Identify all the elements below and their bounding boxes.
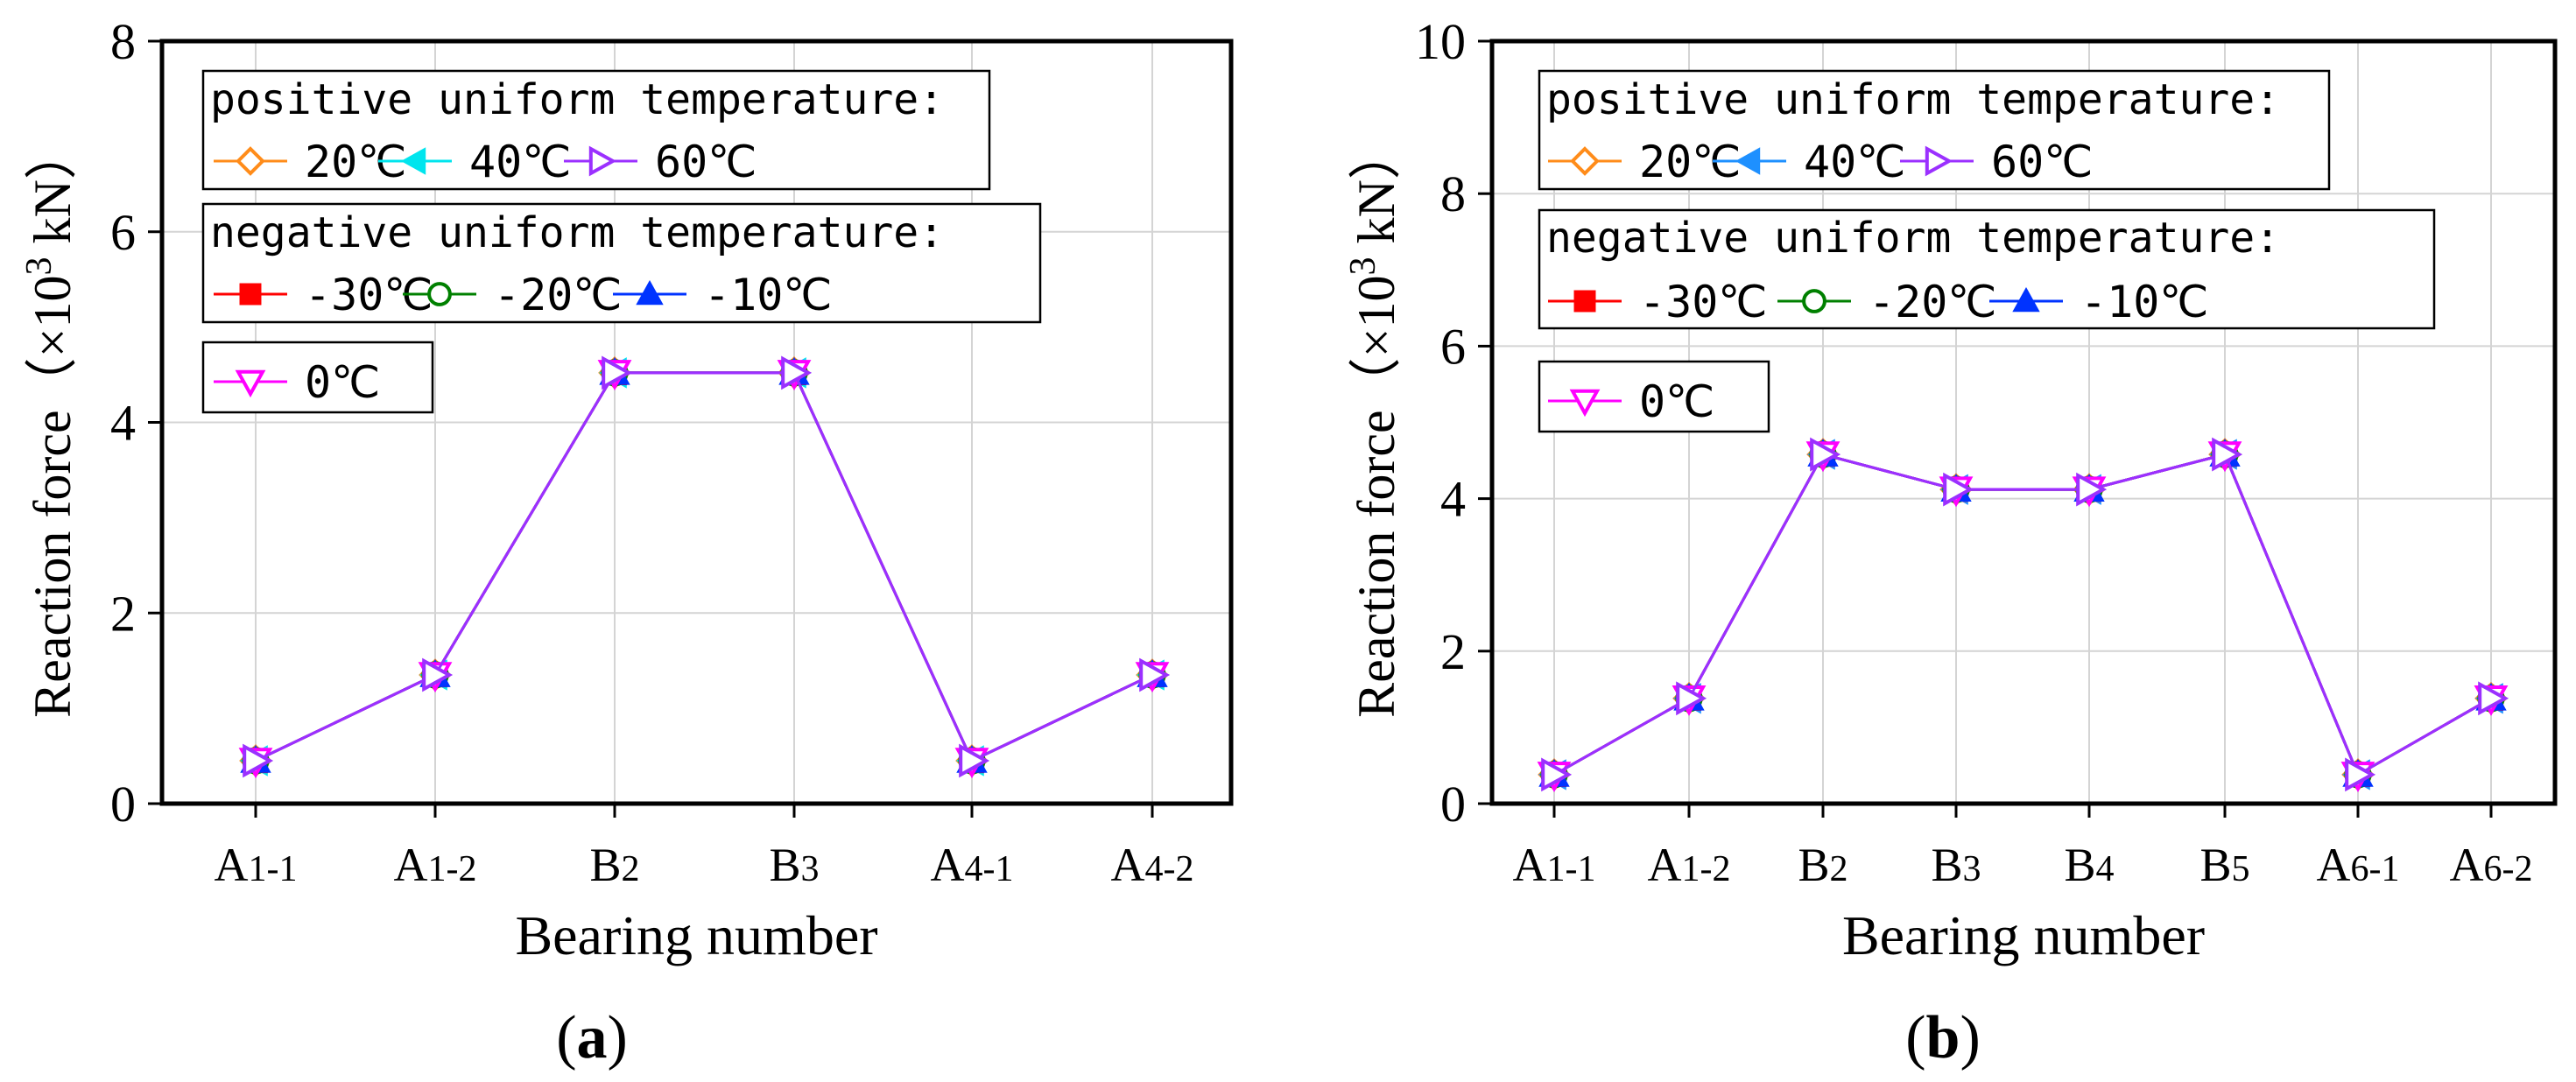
legend-marker xyxy=(1573,290,1596,313)
legend-marker xyxy=(636,279,664,306)
legend-label: 40℃ xyxy=(469,137,571,187)
data-point xyxy=(243,743,274,778)
y-tick-label: 6 xyxy=(110,204,136,261)
legend-marker xyxy=(1735,147,1761,175)
y-tick-label: 4 xyxy=(110,395,136,452)
series-line xyxy=(255,371,1153,763)
panel-label: (a) xyxy=(556,1004,628,1071)
data-point xyxy=(2212,437,2243,472)
y-axis-label: Reaction force（×103 kN） xyxy=(1343,127,1405,718)
chart-panel-b: 0 2 4 6 8 10 A1-1 A1-2 B2 B3 B4 B5 A6-1 A6-2 Bearing n… xyxy=(1343,13,2558,1071)
legend-box xyxy=(201,202,1042,324)
legend-box xyxy=(1538,208,2436,330)
x-tick-label: A1-2 xyxy=(394,839,477,891)
chart-panel-a: 0 2 4 6 8 A1-1 A1-2 B2 B3 A4-1 A4-2 Bearing number R… xyxy=(19,13,1234,1071)
data-point xyxy=(1676,681,1707,716)
series-60℃ xyxy=(243,355,1171,778)
legend-group: negative uniform temperature: -30℃ -20℃ -10… xyxy=(1538,208,2436,330)
legend-label: -10℃ xyxy=(2080,277,2208,327)
plot-frame xyxy=(159,39,1234,806)
x-tick-label: A4-1 xyxy=(931,839,1014,891)
x-tick-label: B5 xyxy=(2199,839,2249,891)
y-tick-label: 2 xyxy=(1440,623,1466,680)
data-point xyxy=(2478,681,2509,716)
data-point xyxy=(2076,472,2108,507)
legend-group: negative uniform temperature:-30℃ -20℃ -10… xyxy=(201,202,1042,324)
legend-title: positive uniform temperature: xyxy=(1546,75,2280,124)
legend-label: 60℃ xyxy=(1991,137,2093,187)
legend-marker xyxy=(1569,389,1601,418)
data-point xyxy=(1943,472,1974,507)
legend-marker xyxy=(1925,145,1953,177)
legend-title: positive uniform temperature: xyxy=(210,75,944,124)
y-tick-label: 4 xyxy=(1440,471,1466,528)
data-point xyxy=(781,355,813,390)
series-line xyxy=(1553,453,2492,777)
y-tick-label: 10 xyxy=(1415,13,1466,70)
x-tick-label: B2 xyxy=(1798,839,1848,891)
x-tick-label: B4 xyxy=(2064,839,2114,891)
data-point xyxy=(1541,757,1573,792)
legend-marker xyxy=(236,146,265,176)
legend-marker xyxy=(235,369,266,398)
x-tick-label: A1-1 xyxy=(215,839,298,891)
data-point xyxy=(422,657,454,692)
legend-group: positive uniform temperature:20℃ 40℃ 60℃ xyxy=(201,69,991,191)
legend-label: 0℃ xyxy=(1639,376,1714,427)
legend-label: 40℃ xyxy=(1804,137,1905,187)
x-tick-label: B2 xyxy=(589,839,639,891)
legend-title: negative uniform temperature: xyxy=(210,208,944,257)
y-tick-label: 6 xyxy=(1440,318,1466,375)
data-point xyxy=(959,743,990,778)
y-tick-label: 8 xyxy=(110,13,136,70)
x-axis-label: Bearing number xyxy=(515,904,877,966)
data-point xyxy=(602,355,633,390)
x-tick-label: B3 xyxy=(1931,839,1981,891)
legend-marker xyxy=(588,145,617,177)
legend-label: 60℃ xyxy=(655,137,757,187)
x-tick-label: A1-1 xyxy=(1513,839,1596,891)
x-tick-label: A6-1 xyxy=(2317,839,2400,891)
plot-frame xyxy=(1489,39,2558,806)
legend-marker xyxy=(1802,289,1826,313)
series-60℃ xyxy=(1541,437,2509,792)
legend-label: -30℃ xyxy=(1639,277,1767,327)
y-tick-label: 2 xyxy=(110,585,136,642)
data-point xyxy=(1810,437,1841,472)
legend-marker xyxy=(239,283,262,306)
legend-marker xyxy=(1570,146,1600,176)
legend-label: -20℃ xyxy=(1869,277,1996,327)
x-tick-label: B3 xyxy=(769,839,819,891)
legend-marker xyxy=(400,147,426,175)
legend-marker xyxy=(2012,286,2040,313)
y-tick-label: 8 xyxy=(1440,165,1466,222)
x-tick-label: A4-2 xyxy=(1111,839,1194,891)
data-point xyxy=(1139,657,1171,692)
x-tick-label: A1-2 xyxy=(1648,839,1731,891)
legend-label: -20℃ xyxy=(494,270,622,320)
x-tick-label: A6-2 xyxy=(2450,839,2533,891)
y-axis-label: Reaction force（×103 kN） xyxy=(19,127,81,718)
legend-label: 0℃ xyxy=(305,357,380,408)
legend-group: 0℃ xyxy=(201,341,434,414)
y-tick-label: 0 xyxy=(1440,776,1466,833)
data-point xyxy=(2345,757,2376,792)
x-axis-label: Bearing number xyxy=(1842,904,2205,966)
legend-group: positive uniform temperature:20℃ 40℃ 60℃ xyxy=(1538,69,2331,191)
legend-title: negative uniform temperature: xyxy=(1546,214,2280,263)
legend-group: 0℃ xyxy=(1538,360,1770,433)
legend-label: -10℃ xyxy=(704,270,832,320)
legend-marker xyxy=(427,282,452,306)
panel-label: (b) xyxy=(1905,1004,1981,1071)
y-tick-label: 0 xyxy=(110,776,136,833)
